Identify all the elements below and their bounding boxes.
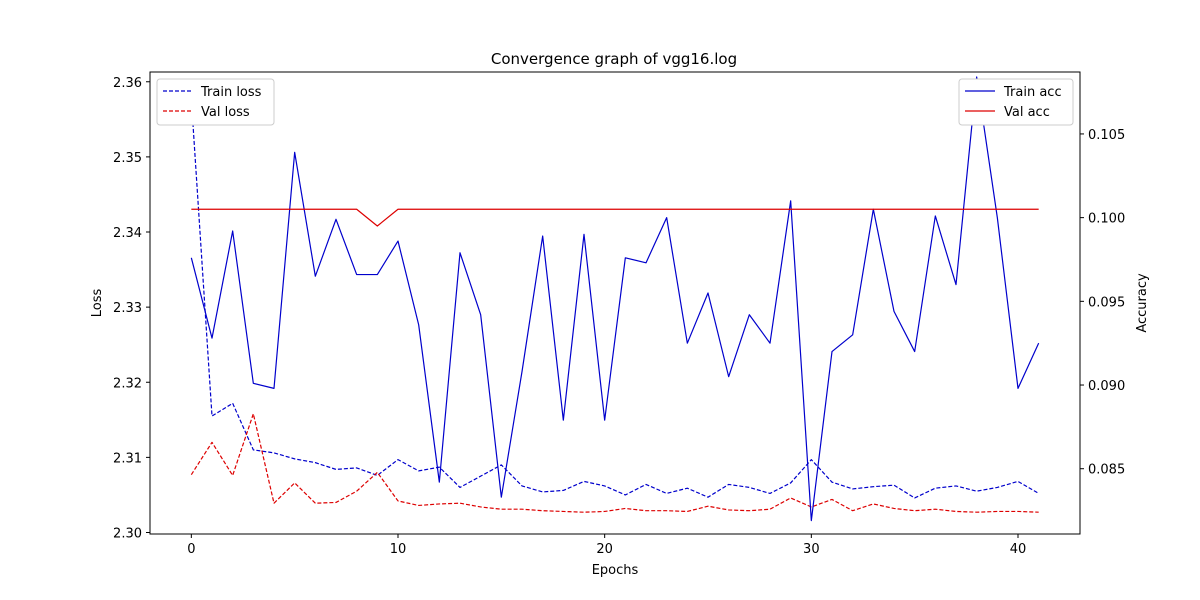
x-tick-label: 0 [187, 542, 195, 557]
y-right-tick-label: 0.085 [1088, 463, 1125, 478]
legend-left-frame [156, 78, 275, 126]
legend-val-acc-label: Val acc [1004, 105, 1050, 120]
series-layer [190, 76, 1040, 522]
legend-val-loss-label: Val loss [201, 105, 250, 120]
legend-train-acc-label: Train acc [1003, 85, 1062, 100]
y-left-tick-label: 2.31 [113, 451, 142, 466]
x-tick-label: 10 [390, 542, 407, 557]
y-right-tick-label: 0.105 [1088, 128, 1125, 143]
x-tick-label: 20 [596, 542, 613, 557]
y-axis-label-right: Accuracy [1135, 273, 1150, 333]
axes-layer: 0 10 20 30 40 2.30 2.31 2.32 2.33 2.34 2.35 2.36 0.0… [113, 76, 1125, 557]
legend-left: Train loss Val loss [156, 78, 275, 126]
y-axis-label-left: Loss [90, 289, 105, 318]
y-left-tick-label: 2.32 [113, 376, 142, 391]
y-right-tick-label: 0.095 [1088, 295, 1125, 310]
y-left-tick-label: 2.35 [113, 151, 142, 166]
series-train-loss-line [190, 99, 1039, 499]
x-tick-label: 30 [803, 542, 820, 557]
y-left-tick-label: 2.33 [113, 301, 142, 316]
y-right-tick-label: 0.090 [1088, 379, 1125, 394]
y-left-tick-label: 2.30 [113, 526, 142, 541]
y-right-tick-label: 0.100 [1088, 212, 1125, 227]
x-axis-label: Epochs [592, 563, 639, 578]
series-train-acc-line [190, 76, 1040, 522]
series-val-loss-line [190, 413, 1039, 513]
chart-title: Convergence graph of vgg16.log [491, 50, 737, 68]
y-left-tick-label: 2.36 [113, 76, 142, 91]
y-left-tick-label: 2.34 [113, 226, 142, 241]
legend-right: Train acc Val acc [958, 78, 1074, 126]
x-tick-label: 40 [1010, 542, 1027, 557]
legend-train-loss-label: Train loss [200, 85, 262, 100]
plot-frame [149, 71, 1081, 535]
series-val-acc-line [191, 208, 1039, 227]
